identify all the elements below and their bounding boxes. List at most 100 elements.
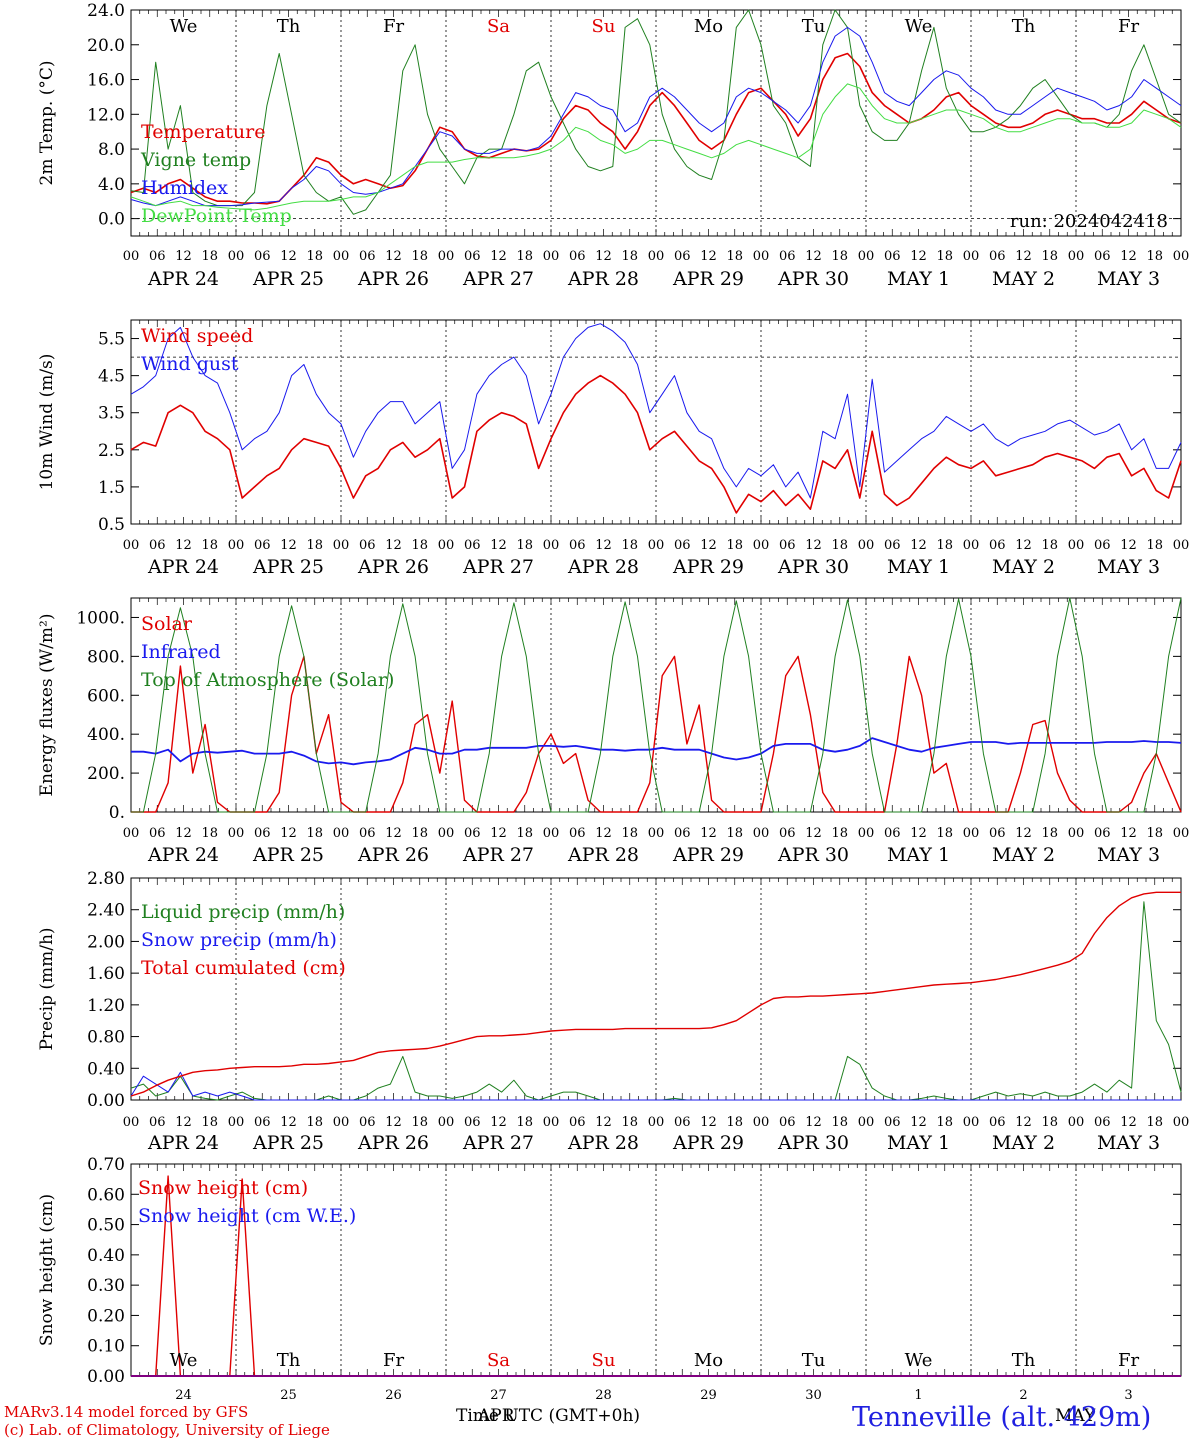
panel-frame-0	[130, 9, 1182, 237]
y-tick-label: 0.0	[98, 210, 125, 230]
date-label: APR 25	[252, 844, 324, 866]
hour-tick-label: 06	[779, 1115, 796, 1130]
hour-tick-label: 12	[175, 249, 192, 264]
hour-tick-label: 00	[648, 249, 665, 264]
hour-tick-label: 06	[1094, 249, 1111, 264]
hour-tick-label: 18	[201, 1115, 218, 1130]
y-axis-label: Snow height (cm)	[37, 1194, 57, 1346]
hour-tick-label: 12	[595, 249, 612, 264]
weekday-label: We	[170, 16, 198, 37]
hour-tick-label: 18	[1146, 826, 1163, 841]
y-tick-label: 0.70	[87, 1155, 125, 1175]
hour-tick-label: 00	[123, 1115, 140, 1130]
hour-tick-label: 12	[175, 826, 192, 841]
legend-entry: Snow precip (mm/h)	[141, 929, 337, 951]
hour-tick-label: 18	[411, 1115, 428, 1130]
y-tick-label: 1.20	[87, 996, 125, 1016]
hour-tick-label: 12	[1120, 249, 1137, 264]
legend-entry: Temperature	[141, 121, 265, 143]
y-tick-label: 2.80	[87, 869, 125, 889]
y-tick-label: 400.	[87, 725, 125, 745]
hour-tick-label: 18	[201, 826, 218, 841]
day-number-label: 28	[595, 1388, 612, 1403]
hour-tick-label: 18	[516, 249, 533, 264]
hour-tick-label: 00	[648, 538, 665, 553]
hour-tick-label: 00	[963, 538, 980, 553]
hour-tick-label: 12	[910, 538, 927, 553]
y-tick-label: 1.5	[98, 478, 125, 498]
month-overlay-apr: APR	[478, 1406, 515, 1426]
hour-tick-label: 18	[411, 249, 428, 264]
hour-tick-label: 12	[805, 538, 822, 553]
weekday-label: Fr	[1118, 16, 1139, 37]
hour-tick-label: 00	[333, 826, 350, 841]
day-number-label: 30	[805, 1388, 822, 1403]
hour-tick-label: 00	[858, 538, 875, 553]
hour-tick-label: 06	[464, 249, 481, 264]
hour-tick-label: 12	[805, 1115, 822, 1130]
hour-tick-label: 00	[123, 826, 140, 841]
y-axis-label: Energy fluxes (W/m²)	[37, 614, 57, 797]
run-annotation: run: 2024042418	[1010, 211, 1168, 232]
hour-tick-label: 18	[621, 826, 638, 841]
y-tick-label: 0.80	[87, 1028, 125, 1048]
hour-tick-label: 18	[621, 249, 638, 264]
date-label: MAY 1	[887, 556, 950, 578]
hour-tick-label: 06	[674, 249, 691, 264]
date-label: APR 30	[777, 556, 849, 578]
hour-tick-label: 12	[595, 826, 612, 841]
hour-tick-label: 18	[831, 826, 848, 841]
hour-tick-label: 06	[359, 249, 376, 264]
date-label: APR 25	[252, 1132, 324, 1154]
legend-entry: Snow height (cm)	[138, 1177, 308, 1199]
x-axis-label: Time UTC (GMT+0h)	[456, 1406, 641, 1426]
date-label: APR 26	[357, 844, 429, 866]
hour-tick-label: 12	[595, 538, 612, 553]
hour-tick-label: 18	[726, 538, 743, 553]
hour-tick-label: 18	[936, 826, 953, 841]
model-credit: MARv3.14 model forced by GFS	[4, 1403, 249, 1421]
weekday-label: Fr	[383, 1350, 404, 1371]
hour-tick-label: 12	[700, 249, 717, 264]
hour-tick-label: 06	[989, 826, 1006, 841]
legend-entry: Vigne temp	[140, 149, 251, 171]
series-line-wind-speed	[130, 374, 1182, 514]
day-number-label: 2	[1019, 1388, 1027, 1403]
hour-tick-label: 12	[1015, 538, 1032, 553]
month-overlay-may: MAY	[1055, 1406, 1096, 1426]
hour-tick-label: 18	[621, 538, 638, 553]
date-label: APR 25	[252, 556, 324, 578]
date-label: APR 30	[777, 268, 849, 290]
hour-tick-label: 06	[989, 249, 1006, 264]
hour-tick-label: 06	[359, 826, 376, 841]
day-number-label: 1	[914, 1388, 922, 1403]
date-label: APR 24	[147, 268, 219, 290]
day-number-label: 27	[490, 1388, 507, 1403]
hour-tick-label: 00	[1068, 826, 1085, 841]
weekday-label: Fr	[383, 16, 404, 37]
hour-tick-label: 06	[149, 826, 166, 841]
y-tick-label: 0.10	[87, 1337, 125, 1357]
hour-tick-label: 18	[726, 826, 743, 841]
hour-tick-label: 12	[1120, 1115, 1137, 1130]
date-label: MAY 2	[992, 268, 1055, 290]
weekday-label: Fr	[1118, 1350, 1139, 1371]
hour-tick-label: 06	[674, 538, 691, 553]
hour-tick-label: 00	[648, 1115, 665, 1130]
hour-tick-label: 06	[464, 826, 481, 841]
y-tick-label: 8.0	[98, 140, 125, 160]
y-tick-label: 0.40	[87, 1246, 125, 1266]
hour-tick-label: 00	[753, 538, 770, 553]
hour-tick-label: 12	[490, 538, 507, 553]
hour-tick-label: 12	[700, 1115, 717, 1130]
hour-tick-label: 18	[1041, 249, 1058, 264]
hour-tick-label: 12	[385, 538, 402, 553]
hour-tick-label: 18	[936, 538, 953, 553]
y-axis-label: Precip (mm/h)	[37, 927, 57, 1050]
weekday-label: Mo	[694, 1350, 723, 1371]
hour-tick-label: 06	[1094, 538, 1111, 553]
hour-tick-label: 06	[149, 1115, 166, 1130]
date-label: APR 28	[567, 268, 639, 290]
